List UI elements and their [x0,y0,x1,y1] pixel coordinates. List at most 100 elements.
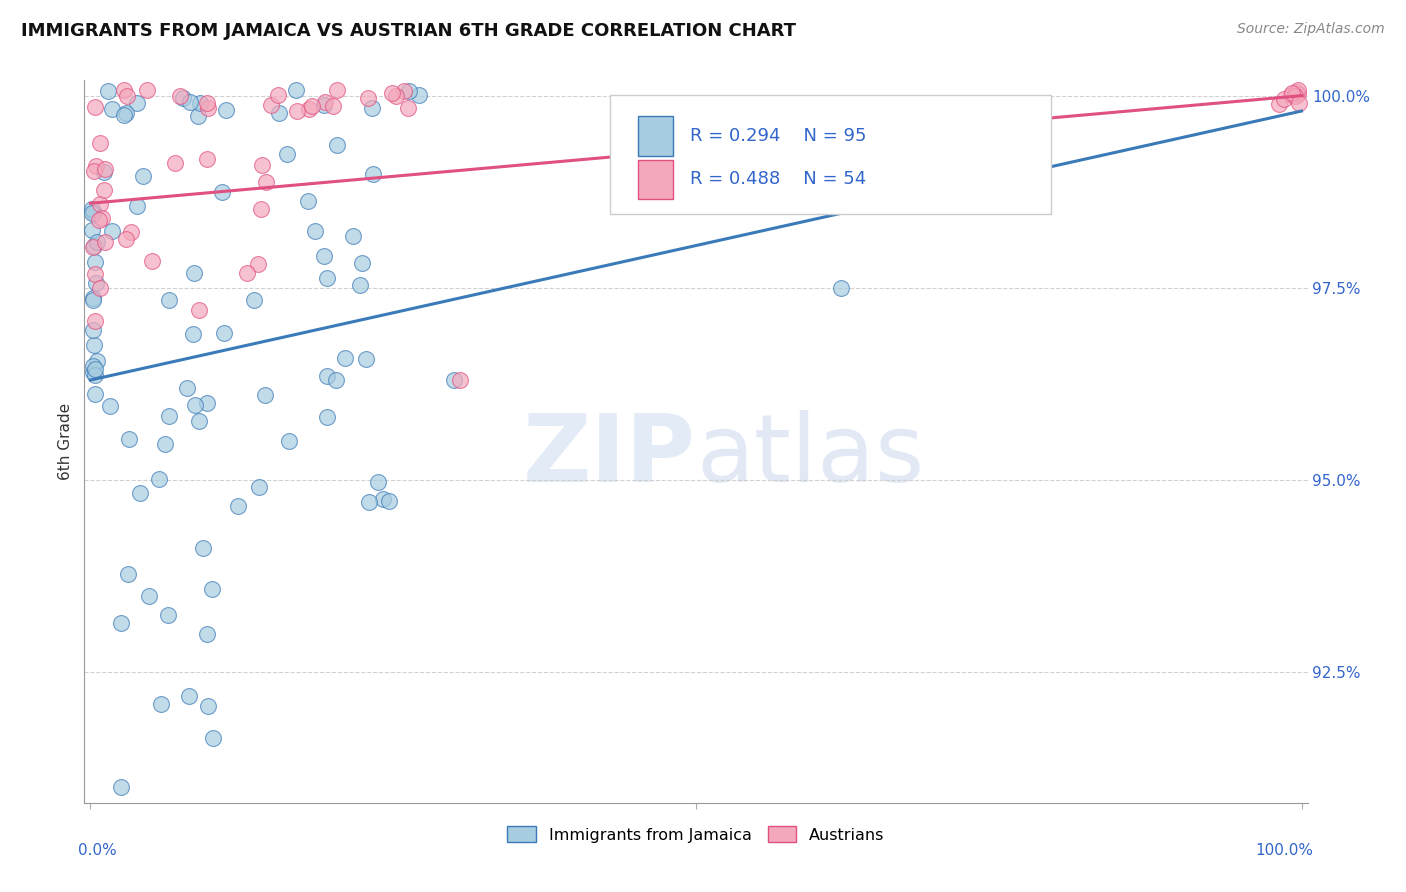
Point [89,136,111,151]
Point [315,410,337,425]
Point [266,88,288,103]
Point [195,627,218,641]
Point [349,278,371,293]
Text: R = 0.294    N = 95: R = 0.294 N = 95 [690,127,866,145]
Point [141,254,163,268]
Point [117,567,139,582]
Point [84,362,107,376]
Point [97,84,120,98]
Point [91,211,114,225]
Point [396,101,419,115]
Point [165,155,187,169]
Point [316,368,339,383]
Point [315,271,337,285]
Point [1286,87,1309,101]
Point [215,103,238,118]
Point [378,494,401,508]
Point [83,239,105,253]
Point [361,168,384,182]
Point [93,165,115,179]
Point [267,106,290,120]
FancyBboxPatch shape [610,95,1050,214]
Point [120,225,142,239]
Point [115,231,138,245]
Point [322,98,344,112]
Point [357,91,380,105]
Point [84,314,107,328]
Point [342,228,364,243]
Point [184,398,207,412]
Point [157,607,180,622]
Point [260,98,283,112]
Point [1286,83,1309,97]
Point [357,494,380,508]
FancyBboxPatch shape [638,160,672,200]
Point [187,413,209,427]
Point [314,95,336,109]
Point [112,83,135,97]
Point [100,224,122,238]
Point [80,206,103,220]
Point [247,480,270,494]
Point [326,138,349,153]
Point [195,396,218,410]
Point [82,359,104,374]
Point [254,175,277,189]
Point [83,338,105,352]
Point [84,277,107,291]
Point [1279,87,1302,102]
Point [179,95,201,109]
Point [830,281,852,295]
Point [115,88,138,103]
Point [84,267,107,281]
Point [253,388,276,402]
Text: R = 0.488    N = 54: R = 0.488 N = 54 [690,170,866,188]
Point [117,432,139,446]
Point [373,491,395,506]
Text: atlas: atlas [696,410,924,502]
Point [100,102,122,116]
Point [301,99,323,113]
Point [246,257,269,271]
Point [157,409,180,423]
Point [449,373,471,387]
Point [236,266,259,280]
Text: 0.0%: 0.0% [79,843,117,857]
Point [82,323,104,337]
Point [312,249,335,263]
Point [284,83,307,97]
Point [98,399,121,413]
Point [276,146,298,161]
Point [84,387,107,401]
Point [129,485,152,500]
Y-axis label: 6th Grade: 6th Grade [58,403,73,480]
Point [212,326,235,340]
Point [1274,93,1296,107]
Point [84,368,107,383]
Point [243,293,266,308]
Point [86,235,108,249]
Point [110,780,132,795]
Point [188,95,211,110]
Point [157,293,180,308]
Point [93,235,115,249]
Point [1284,89,1306,103]
Point [82,240,104,254]
Point [169,88,191,103]
Point [172,91,194,105]
Point [195,95,218,110]
Point [333,351,356,366]
Point [155,437,177,451]
Point [385,89,408,103]
Point [89,213,111,227]
Point [83,100,105,114]
Point [89,197,111,211]
Point [83,206,105,220]
Point [83,163,105,178]
Point [278,434,301,448]
Point [250,158,273,172]
Legend: Immigrants from Jamaica, Austrians: Immigrants from Jamaica, Austrians [501,820,891,849]
Point [181,327,204,342]
Point [127,199,149,213]
Point [183,267,205,281]
